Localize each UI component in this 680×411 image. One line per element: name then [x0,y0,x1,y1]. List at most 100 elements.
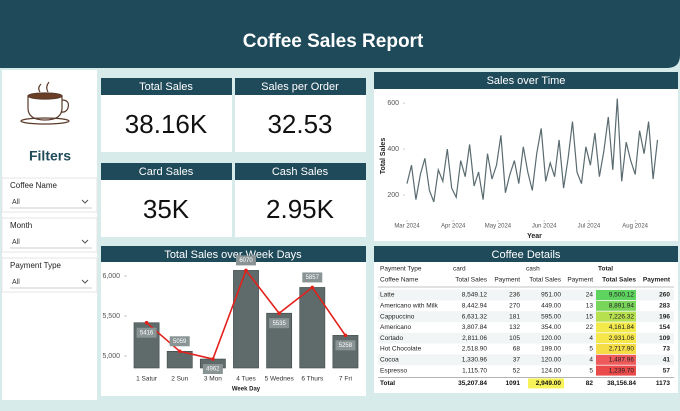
kpi-header [101,78,232,95]
table-cell: 154 [659,324,670,331]
x-tick-label: 7 Fri [339,376,352,383]
table-column-header: Payment [567,277,593,284]
table-cell: 24 [586,292,594,299]
x-tick-label: Aug 2024 [622,224,648,230]
filter-label: Month [10,221,32,230]
total-cell-fill [596,354,636,365]
kpi-title: Card Sales [139,166,194,178]
dropdown-arrow[interactable] [81,279,89,284]
filter-box [1,257,98,293]
table-column-header: Total Sales [529,277,562,284]
line-panel [374,72,678,241]
bar [233,270,259,369]
table-cell: 22 [586,324,594,331]
table-cell: Latte [380,292,395,299]
kpi-header [235,78,366,95]
dropdown-arrow[interactable] [81,199,89,204]
table-cell: 1,115.70 [462,367,487,374]
total-cell-fill [596,333,636,344]
total-cell-fill [596,322,636,333]
table-cell: 2,811.06 [462,335,487,342]
bar-panel-header [101,246,366,262]
x-tick-label: Apr 2024 [441,224,466,230]
y-tick-label: 5,500 [102,313,120,320]
table-cell: 109 [659,335,670,342]
table-total-cell: 1091 [506,380,521,387]
table-cell: 354.00 [541,324,561,331]
kpi-title: Total Sales [139,81,193,93]
x-tick-label: 5 Wednes [265,376,295,383]
y-axis-title: Total Sales [380,138,387,175]
x-tick-label: 3 Mon [204,376,222,383]
x-tick-label: Mar 2024 [394,224,420,230]
dropdown-arrow[interactable] [81,239,89,244]
table-cell: 7,226.32 [609,313,635,320]
table-cell: 2,518.90 [462,346,488,353]
table-cell: 124.00 [541,367,561,374]
data-label: 5416 [140,330,154,336]
table-cell: 181 [509,313,520,320]
table-cell: 2,717.90 [609,346,635,353]
y-tick-label: 400 [387,146,399,153]
filter-label: Coffee Name [10,181,58,190]
filter-value: All [12,239,20,246]
table-cell: Americano with Milk [380,303,439,310]
table-total-cell: 38,156.84 [607,380,636,387]
table-cell: 13 [586,303,594,310]
table-cell: 3,807.84 [462,324,488,331]
data-label: 5258 [339,343,353,349]
table-cell: 68 [513,346,521,353]
table-total-cell: 2,949.00 [536,380,562,387]
table-group-header: card [453,266,466,273]
filter-value: All [12,279,20,286]
table-cell: 73 [663,346,671,353]
table-cell: 57 [663,367,671,374]
table-cell: 2,931.06 [609,335,635,342]
header-band [0,0,680,68]
table-cell: 1,239.70 [609,367,635,374]
x-tick-label: 6 Thurs [301,376,324,383]
total-cell-fill [596,300,636,311]
x-tick-label: 1 Satur [136,376,158,383]
table-group-header: Total [598,266,613,273]
y-tick-label: 200 [387,192,399,199]
x-axis-title: Week Day [232,387,261,393]
trend-point [277,311,281,316]
table-column-header: Total Sales [602,277,636,284]
filters-title: Filters [29,148,71,164]
table-cell: Hot Chocolate [380,346,422,353]
table-total-cell: 1173 [656,380,670,387]
table-cell: Cortado [380,335,404,342]
table-cell: 4 [589,335,593,342]
trend-point [343,333,348,338]
kpi-title: Cash Sales [272,166,329,178]
filter-box [1,217,98,253]
kpi-value: 38.16K [125,109,208,139]
table-cell: 52 [513,367,521,374]
table-cell: 260 [659,292,670,299]
table-cell: 1,330.96 [462,357,488,364]
table-cell: Cocoa [380,357,399,364]
table-cell: Americano [380,324,411,331]
table-cell: 270 [509,303,520,310]
table-cell: 105 [509,335,520,342]
total-cell-fill [596,290,636,300]
table-cell: 449.00 [541,303,561,310]
chart-title: Sales over Time [487,75,566,87]
table-panel-header [374,246,678,262]
table-cell: 8,891.94 [609,303,635,310]
table-row-band [378,332,674,344]
data-label: 5857 [306,275,320,281]
table-title: Coffee Details [492,249,561,261]
table-cell: 236 [509,292,520,299]
table-cell: 8,442.94 [462,303,488,310]
total-cell-fill [596,365,636,376]
total-highlight [528,378,564,389]
trend-point [144,320,149,325]
table-column-header: Coffee Name [380,277,419,284]
data-label-box [202,364,223,375]
x-tick-label: 4 Tues [236,376,256,383]
x-axis-title: Year [527,233,542,240]
table-cell: 5 [589,367,593,374]
